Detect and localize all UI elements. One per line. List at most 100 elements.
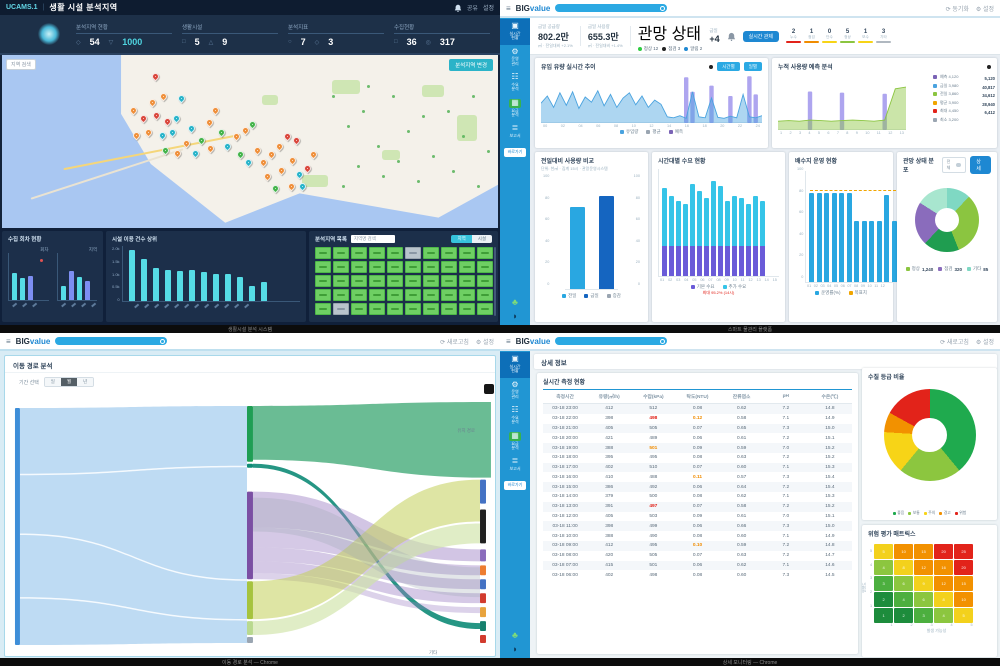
sankey-node[interactable]: [246, 637, 253, 643]
sankey-node[interactable]: [480, 565, 486, 576]
region-cell[interactable]: [477, 275, 493, 287]
region-cell[interactable]: [351, 289, 367, 301]
region-cell[interactable]: [441, 275, 457, 287]
heatmap-cell[interactable]: 25: [954, 544, 974, 559]
region-cell[interactable]: [387, 289, 403, 301]
column-header[interactable]: pH: [763, 390, 808, 404]
heatmap-cell[interactable]: 3: [914, 608, 934, 623]
toggle-region[interactable]: 지역: [451, 235, 472, 243]
sankey-node[interactable]: [246, 405, 253, 462]
table-row[interactable]: 03-18 19:00 388 501 0.09 0.59 7.0 15.2: [543, 443, 852, 453]
table-row[interactable]: 03-18 12:00 405 503 0.09 0.61 7.0 15.1: [543, 512, 852, 522]
sidebar-bottom-icon-1[interactable]: ◗: [512, 311, 518, 321]
search-input[interactable]: [555, 337, 668, 345]
scrollbar[interactable]: [494, 247, 496, 316]
region-cell[interactable]: [405, 275, 421, 287]
sankey-node[interactable]: [14, 407, 20, 645]
sankey-node[interactable]: [480, 607, 486, 618]
daily-button[interactable]: 일별: [743, 62, 762, 71]
table-row[interactable]: 03-18 18:00 395 495 0.08 0.63 7.2 15.2: [543, 453, 852, 463]
sankey-node[interactable]: [480, 593, 486, 604]
sidebar-item-2[interactable]: ☷ 수요 분석: [500, 403, 530, 429]
region-cell[interactable]: [423, 303, 439, 315]
region-cell[interactable]: [423, 247, 439, 259]
table-row[interactable]: 03-18 16:00 410 488 0.11 0.57 7.3 15.4: [543, 472, 852, 482]
table-row[interactable]: 03-18 17:00 402 510 0.07 0.60 7.1 15.3: [543, 462, 852, 473]
table-row[interactable]: 03-18 22:00 398 498 0.12 0.58 7.1 14.9: [543, 414, 852, 424]
table-row[interactable]: 03-18 06:00 402 498 0.08 0.60 7.3 14.5: [543, 570, 852, 580]
sankey-node[interactable]: [246, 463, 253, 468]
region-cell[interactable]: [459, 303, 475, 315]
table-row[interactable]: 03-18 15:00 386 492 0.06 0.64 7.2 15.4: [543, 482, 852, 493]
sankey-node[interactable]: [246, 491, 253, 580]
heatmap-cell[interactable]: 3: [874, 576, 894, 591]
sidebar-item-1[interactable]: ⚙ 운영 관리: [500, 378, 530, 404]
sidebar-more-button[interactable]: 바로가기: [503, 480, 527, 490]
sankey-node[interactable]: [480, 479, 486, 504]
heatmap-cell[interactable]: 12: [934, 576, 954, 591]
region-cell[interactable]: [405, 303, 421, 315]
search-input[interactable]: [55, 337, 168, 345]
region-cell[interactable]: [477, 261, 493, 273]
donut-toggle[interactable]: 전체: [941, 157, 967, 173]
region-cell[interactable]: [351, 303, 367, 315]
map-view[interactable]: 지역 검색 분석지역 변경: [2, 55, 498, 228]
region-cell[interactable]: [405, 289, 421, 301]
region-cell[interactable]: [369, 289, 385, 301]
sankey-node[interactable]: [480, 509, 486, 544]
header-link-share[interactable]: 공유: [466, 6, 478, 12]
bell-icon[interactable]: [727, 32, 736, 41]
heatmap-cell[interactable]: 10: [894, 544, 914, 559]
region-cell[interactable]: [459, 247, 475, 259]
table-row[interactable]: 03-18 10:00 388 490 0.08 0.60 7.1 14.9: [543, 531, 852, 541]
table-row[interactable]: 03-18 07:00 415 501 0.06 0.62 7.1 14.6: [543, 560, 852, 571]
hourly-button[interactable]: 시간별: [717, 62, 740, 71]
column-header[interactable]: 유량(㎥/h): [587, 390, 632, 404]
sankey-node[interactable]: [480, 635, 486, 643]
toggle-facility[interactable]: 시설: [471, 235, 492, 243]
table-row[interactable]: 03-18 09:00 412 495 0.10 0.59 7.2 14.8: [543, 540, 852, 551]
sidebar-item-0[interactable]: ▣ 실시간 현황: [500, 352, 530, 378]
region-cell[interactable]: [351, 247, 367, 259]
table-row[interactable]: 03-18 14:00 379 500 0.08 0.62 7.1 15.3: [543, 492, 852, 502]
header-link-settings[interactable]: 설정: [482, 6, 494, 12]
region-cell[interactable]: [441, 261, 457, 273]
heatmap-cell[interactable]: 4: [894, 592, 914, 607]
map-region-button[interactable]: 분석지역 변경: [449, 59, 493, 71]
chart-menu-icon[interactable]: [484, 384, 494, 394]
region-cell[interactable]: [459, 275, 475, 287]
sidebar-bottom-icon-1[interactable]: ◗: [512, 644, 518, 654]
bell-icon[interactable]: [454, 4, 462, 12]
region-cell[interactable]: [459, 289, 475, 301]
heatmap-cell[interactable]: 20: [954, 560, 974, 575]
region-cell[interactable]: [315, 261, 331, 273]
search-input[interactable]: [555, 4, 668, 12]
region-cell[interactable]: [315, 289, 331, 301]
heatmap-cell[interactable]: 4: [934, 608, 954, 623]
grid-toggle[interactable]: 지역 시설: [451, 235, 492, 243]
sidebar-item-1[interactable]: ⚙ 운영 관리: [500, 45, 530, 71]
region-cell[interactable]: [369, 303, 385, 315]
sidebar-item-3[interactable]: ▦ 요금 분석: [500, 96, 530, 122]
toggle-year[interactable]: 년: [77, 378, 94, 386]
heatmap-cell[interactable]: 20: [934, 544, 954, 559]
table-row[interactable]: 03-18 20:00 421 489 0.06 0.61 7.2 15.1: [543, 433, 852, 443]
region-cell[interactable]: [369, 247, 385, 259]
region-cell[interactable]: [387, 261, 403, 273]
heatmap-cell[interactable]: 10: [954, 592, 974, 607]
sidebar-item-4[interactable]: ≣ 보고서: [500, 121, 530, 142]
region-cell[interactable]: [423, 261, 439, 273]
realtime-button[interactable]: 실시간 관제: [742, 30, 779, 42]
table-row[interactable]: 03-18 21:00 405 505 0.07 0.65 7.3 15.0: [543, 423, 852, 434]
heatmap-cell[interactable]: 8: [934, 592, 954, 607]
sankey-node[interactable]: [480, 549, 486, 562]
sidebar-more-button[interactable]: 바로가기: [503, 147, 527, 157]
heatmap-cell[interactable]: 6: [914, 592, 934, 607]
heatmap-cell[interactable]: 8: [894, 560, 914, 575]
sidebar-item-4[interactable]: ≣ 보고서: [500, 454, 530, 475]
region-cell[interactable]: [441, 303, 457, 315]
sidebar-item-3[interactable]: ▦ 요금 분석: [500, 429, 530, 455]
region-cell[interactable]: [477, 303, 493, 315]
header-link-settings[interactable]: ⚙ 설정: [975, 339, 994, 346]
